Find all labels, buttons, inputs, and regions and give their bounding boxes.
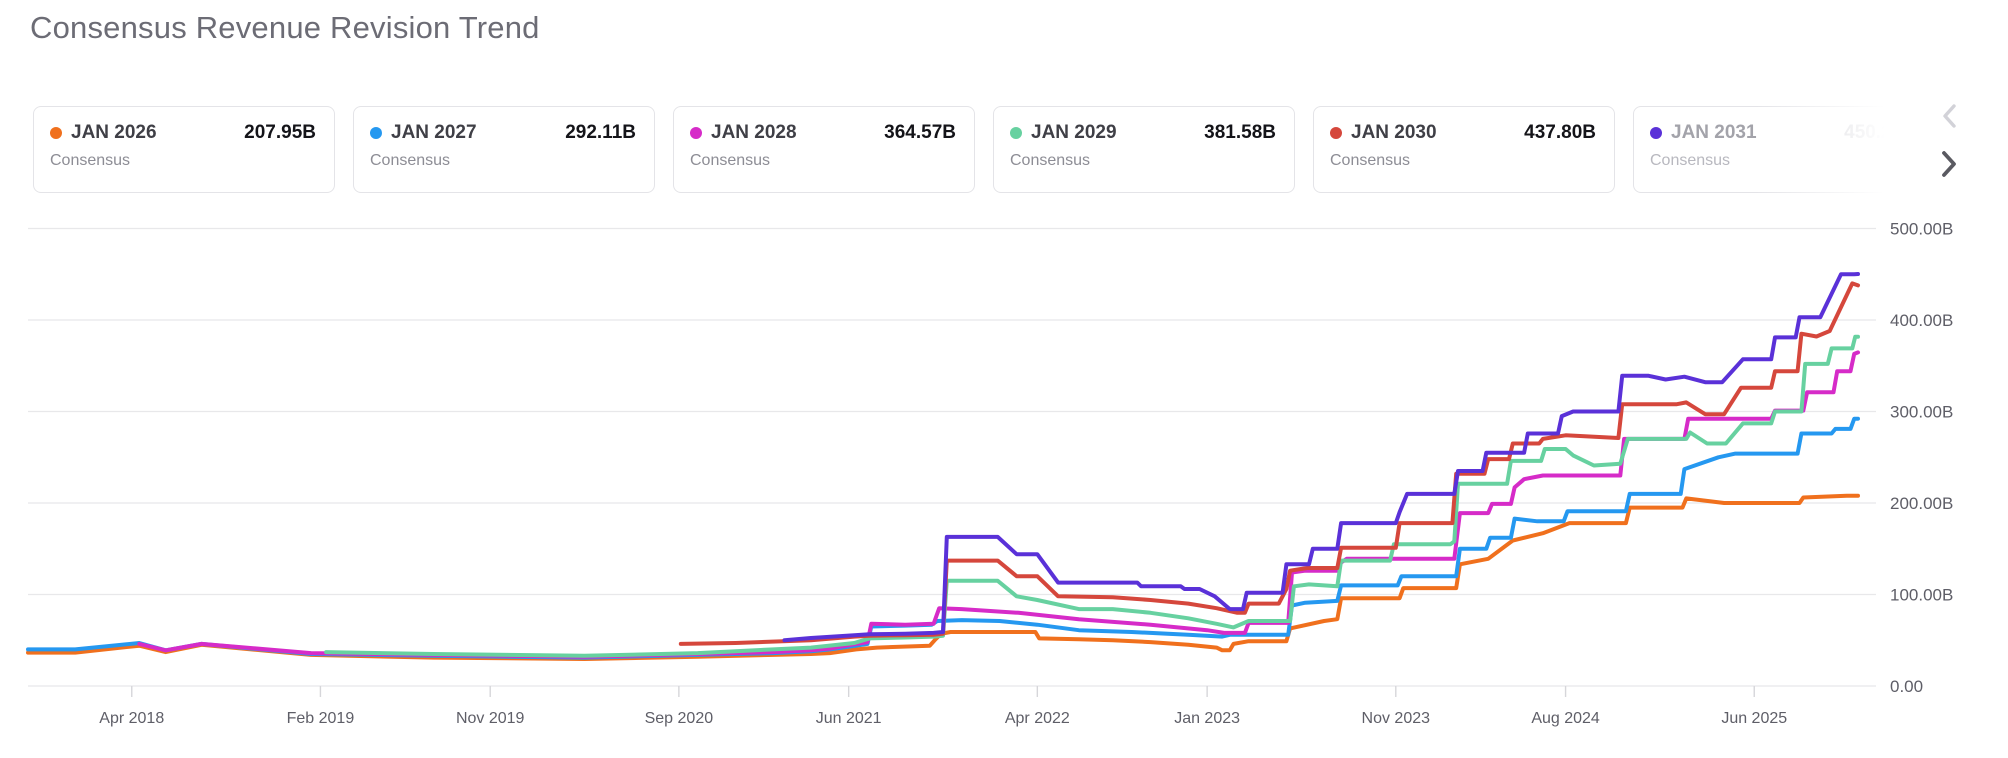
series-dot-icon: [1650, 127, 1662, 139]
legend-card-sublabel: Consensus: [1650, 152, 1731, 169]
series-dot-icon: [50, 127, 62, 139]
legend-card-jan-2027[interactable]: JAN 2027 292.11B Consensus: [353, 106, 655, 193]
legend-card-header: JAN 2026 207.95B: [50, 122, 316, 144]
series-dot-icon: [1330, 127, 1342, 139]
y-axis-label: 100.00B: [1890, 586, 1953, 605]
legend-card-label: JAN 2029: [1031, 122, 1117, 143]
chevron-right-icon: [1942, 151, 1956, 177]
x-axis-label: Apr 2018: [99, 710, 164, 727]
legend-card-jan-2029[interactable]: JAN 2029 381.58B Consensus: [993, 106, 1295, 193]
legend-card-label: JAN 2031: [1671, 122, 1757, 143]
legend-card-header: JAN 2028 364.57B: [690, 122, 956, 144]
legend-card-value: 450.25B: [1844, 122, 1916, 143]
y-axis-label: 0.00: [1890, 677, 1923, 696]
chevron-left-icon: [1943, 104, 1956, 128]
series-dot-icon: [690, 127, 702, 139]
x-axis-label: Jan 2023: [1174, 710, 1240, 727]
y-axis-label: 300.00B: [1890, 403, 1953, 422]
series-line-jan-2028[interactable]: [137, 350, 1860, 659]
legend-card-sublabel: Consensus: [1010, 152, 1091, 169]
legend-card-header: JAN 2030 437.80B: [1330, 122, 1596, 144]
legend-card-sublabel: Consensus: [50, 152, 131, 169]
x-axis-label: Aug 2024: [1531, 710, 1600, 727]
series-line-jan-2029[interactable]: [324, 334, 1860, 658]
legend-card-sublabel: Consensus: [370, 152, 451, 169]
x-axis-label: Nov 2019: [456, 710, 525, 727]
legend-card-value: 437.80B: [1524, 122, 1596, 143]
legend-card-value: 207.95B: [244, 122, 316, 143]
legend-card-value: 381.58B: [1204, 122, 1276, 143]
series-dot-icon: [1010, 127, 1022, 139]
legend-scroll-next-button[interactable]: [1934, 146, 1962, 182]
legend-card-jan-2026[interactable]: JAN 2026 207.95B Consensus: [33, 106, 335, 193]
page-title: Consensus Revenue Revision Trend: [30, 10, 540, 45]
x-axis-label: Nov 2023: [1362, 710, 1431, 727]
legend-card-header: JAN 2029 381.58B: [1010, 122, 1276, 144]
legend-card-sublabel: Consensus: [690, 152, 771, 169]
y-axis-label: 400.00B: [1890, 311, 1953, 330]
legend-card-label: JAN 2026: [71, 122, 157, 143]
legend-scroll-prev-button[interactable]: [1938, 101, 1962, 131]
series-line-jan-2030[interactable]: [678, 281, 1860, 646]
legend-card-header: JAN 2031 450.25B: [1650, 122, 1916, 144]
x-axis-label: Apr 2022: [1005, 710, 1070, 727]
legend-card-jan-2030[interactable]: JAN 2030 437.80B Consensus: [1313, 106, 1615, 193]
x-axis-label: Sep 2020: [645, 710, 714, 727]
legend-card-label: JAN 2028: [711, 122, 797, 143]
legend-card-header: JAN 2027 292.11B: [370, 122, 636, 144]
x-axis-label: Feb 2019: [287, 710, 355, 727]
legend-card-label: JAN 2030: [1351, 122, 1437, 143]
x-axis-label: Jun 2025: [1721, 710, 1787, 727]
legend-cards: JAN 2026 207.95B Consensus JAN 2027 292.11B C…: [33, 106, 1935, 198]
y-axis-label: 500.00B: [1890, 220, 1953, 239]
legend-card-jan-2031[interactable]: JAN 2031 450.25B Consensus: [1633, 106, 1935, 193]
legend-card-value: 292.11B: [565, 122, 636, 143]
legend-card-value: 364.57B: [884, 122, 956, 143]
series-line-jan-2031[interactable]: [782, 272, 1860, 643]
y-axis-label: 200.00B: [1890, 494, 1953, 513]
x-axis-label: Jun 2021: [816, 710, 882, 727]
legend-card-label: JAN 2027: [391, 122, 477, 143]
legend-card-jan-2028[interactable]: JAN 2028 364.57B Consensus: [673, 106, 975, 193]
legend-card-sublabel: Consensus: [1330, 152, 1411, 169]
series-dot-icon: [370, 127, 382, 139]
